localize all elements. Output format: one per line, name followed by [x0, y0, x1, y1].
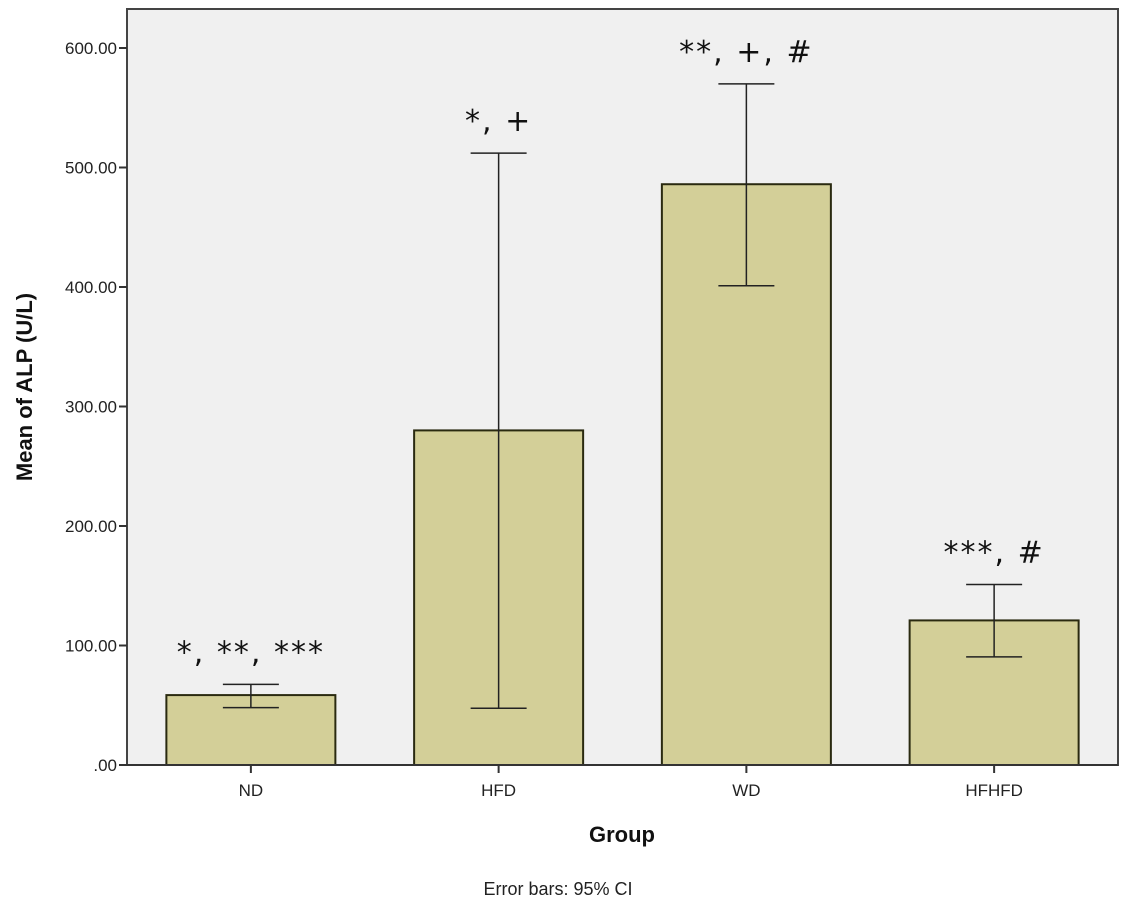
y-tick-label: 500.00	[65, 159, 117, 178]
x-tick-label: HFD	[481, 781, 516, 800]
y-tick-label: 300.00	[65, 398, 117, 417]
x-tick-label: HFHFD	[965, 781, 1023, 800]
x-tick-label: WD	[732, 781, 760, 800]
x-axis-label: Group	[589, 822, 655, 847]
significance-annotation: **, +, #	[679, 35, 813, 70]
bars: *, **, *** *, + **, +, # ***, #	[165, 35, 1080, 767]
y-tick-label: 400.00	[65, 278, 117, 297]
y-tick-label: 100.00	[65, 637, 117, 656]
y-axis: .00 100.00 200.00 300.00 400.00 500.00 600.00	[65, 39, 127, 775]
y-axis-label: Mean of ALP (U/L)	[12, 293, 37, 481]
footnote: Error bars: 95% CI	[483, 879, 632, 899]
significance-annotation: ***, #	[944, 536, 1045, 571]
significance-annotation: *, +	[465, 104, 532, 139]
x-axis: ND HFD WD HFHFD	[127, 764, 1118, 800]
x-tick-label: ND	[239, 781, 264, 800]
y-tick-label: .00	[93, 756, 117, 775]
significance-annotation: *, **, ***	[177, 635, 325, 670]
y-tick-label: 600.00	[65, 39, 117, 58]
y-tick-label: 200.00	[65, 517, 117, 536]
